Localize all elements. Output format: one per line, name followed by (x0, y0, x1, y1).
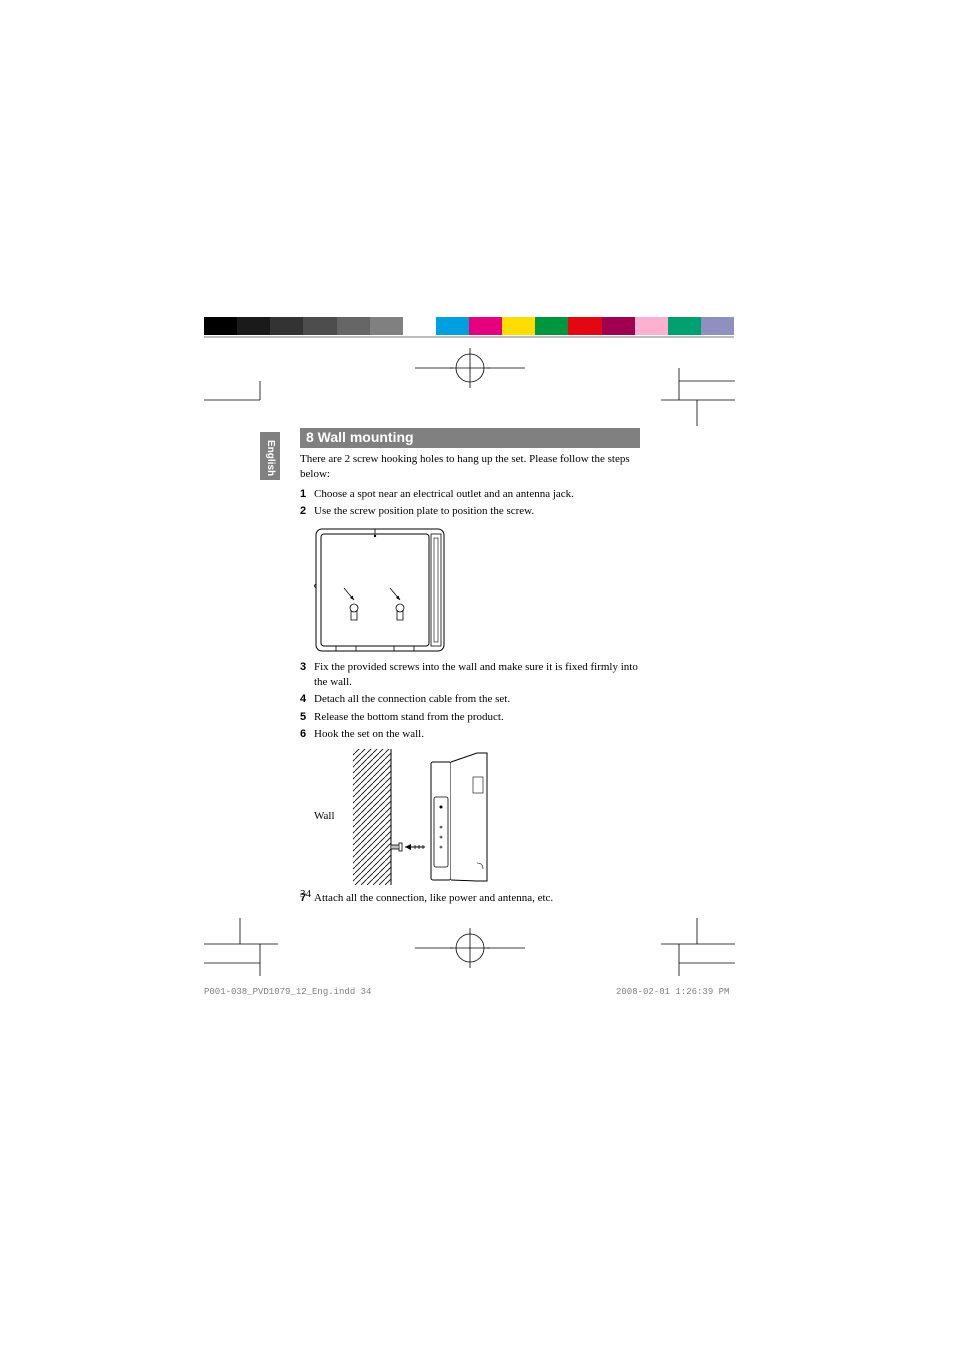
step-7: 7 Attach all the connection, like power … (300, 891, 640, 906)
registration-mark-top (415, 348, 525, 388)
step-text: Fix the provided screws into the wall an… (314, 660, 640, 691)
section-heading: 8 Wall mounting (300, 428, 640, 448)
step-num: 4 (300, 692, 314, 707)
printer-color-bar (204, 317, 734, 335)
step-text: Release the bottom stand from the produc… (314, 710, 640, 725)
step-text: Use the screw position plate to position… (314, 504, 640, 519)
step-4: 4 Detach all the connection cable from t… (300, 692, 640, 707)
crop-mark-bottom-left (204, 918, 278, 976)
intro-text: There are 2 screw hooking holes to hang … (300, 452, 640, 483)
registration-mark-bottom (415, 928, 525, 968)
step-text: Hook the set on the wall. (314, 727, 640, 742)
step-text: Detach all the connection cable from the… (314, 692, 640, 707)
language-tab: English (260, 432, 280, 480)
crop-mark-bottom-right (661, 918, 735, 976)
content-area: There are 2 screw hooking holes to hang … (300, 452, 640, 908)
crop-mark-top-right (661, 368, 735, 426)
figure-wall-mount-svg (343, 747, 491, 887)
page-number: 34 (300, 888, 311, 900)
step-text: Attach all the connection, like power an… (314, 891, 640, 906)
footer-timestamp: 2008-02-01 1:26:39 PM (616, 987, 729, 997)
wall-label: Wall (314, 809, 335, 824)
step-3: 3 Fix the provided screws into the wall … (300, 660, 640, 691)
step-num: 1 (300, 487, 314, 502)
crop-mark-top-left (204, 381, 278, 401)
step-1: 1 Choose a spot near an electrical outle… (300, 487, 640, 502)
gray-rule (204, 336, 734, 338)
step-5: 5 Release the bottom stand from the prod… (300, 710, 640, 725)
step-6: 6 Hook the set on the wall. (300, 727, 640, 742)
step-num: 5 (300, 710, 314, 725)
step-num: 6 (300, 727, 314, 742)
step-2: 2 Use the screw position plate to positi… (300, 504, 640, 519)
figure-position-plate (314, 526, 446, 654)
step-num: 2 (300, 504, 314, 519)
footer-filename: P001-038_PVD1079_12_Eng.indd 34 (204, 987, 371, 997)
step-num: 3 (300, 660, 314, 691)
step-text: Choose a spot near an electrical outlet … (314, 487, 640, 502)
figure-wall-mount: Wall (314, 747, 640, 887)
